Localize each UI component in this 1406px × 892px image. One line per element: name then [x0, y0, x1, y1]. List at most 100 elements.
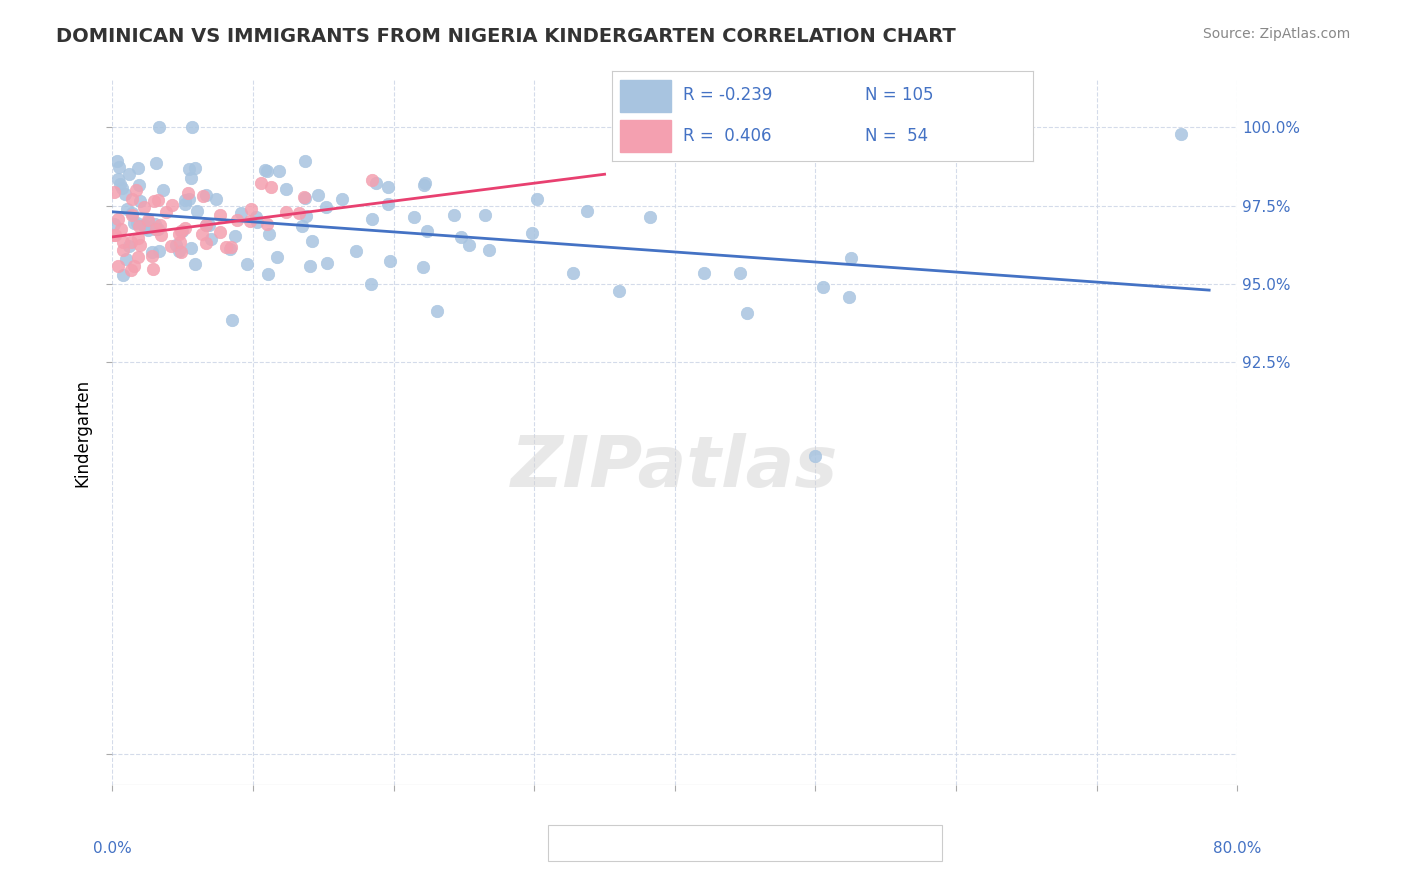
Point [259, 227, 281, 241]
Text: Source: ZipAtlas.com: Source: ZipAtlas.com [1202, 27, 1350, 41]
Point [112, 235, 135, 249]
Point [195, 188, 218, 202]
Text: Immigrants from Nigeria: Immigrants from Nigeria [752, 836, 941, 850]
Point [120, 235, 142, 250]
Point [294, 154, 316, 169]
Point [148, 244, 170, 258]
Point [239, 214, 262, 228]
Point [121, 206, 143, 220]
Point [149, 218, 172, 232]
Point [301, 234, 323, 248]
Y-axis label: Kindergarten: Kindergarten [73, 378, 91, 487]
Point [169, 227, 191, 242]
Point [450, 229, 472, 244]
Point [122, 259, 145, 273]
Point [443, 208, 465, 222]
Point [274, 205, 297, 219]
Point [169, 235, 191, 249]
Point [249, 177, 271, 191]
Point [804, 449, 827, 463]
Point [105, 153, 128, 168]
Point [180, 171, 202, 186]
Point [136, 215, 159, 229]
Text: N =  54: N = 54 [865, 127, 928, 145]
Text: 0.0%: 0.0% [93, 841, 132, 856]
Point [197, 218, 219, 232]
Point [194, 218, 217, 232]
Point [1015, 127, 1038, 141]
Point [256, 217, 278, 231]
Point [103, 228, 125, 243]
Point [360, 173, 382, 187]
Text: ■: ■ [731, 833, 752, 853]
Point [295, 209, 318, 223]
Point [107, 260, 129, 274]
Point [209, 208, 232, 222]
Point [412, 178, 434, 193]
Point [115, 252, 138, 266]
Point [276, 182, 298, 196]
Point [294, 191, 316, 205]
Point [124, 183, 146, 197]
Point [127, 251, 149, 265]
Point [813, 280, 835, 294]
Point [208, 225, 231, 239]
Point [526, 192, 548, 206]
Point [159, 239, 181, 253]
Point [121, 263, 143, 277]
Point [145, 222, 167, 236]
Point [194, 235, 217, 250]
Point [315, 200, 337, 214]
Point [169, 224, 191, 238]
Point [110, 221, 132, 235]
Point [103, 217, 125, 231]
Text: Dominicans: Dominicans [598, 836, 688, 850]
Point [127, 161, 149, 175]
Point [638, 211, 661, 225]
Point [148, 222, 170, 236]
Point [148, 193, 170, 207]
Point [184, 257, 207, 271]
Point [364, 176, 387, 190]
Point [111, 181, 134, 195]
Point [136, 223, 159, 237]
Point [141, 244, 163, 259]
Point [181, 120, 204, 135]
Point [607, 284, 630, 298]
Point [413, 176, 436, 190]
Point [298, 259, 321, 273]
Point [148, 120, 170, 135]
Bar [620, 80, 671, 112]
Point [576, 204, 599, 219]
Point [174, 197, 197, 211]
Text: R = -0.239: R = -0.239 [683, 87, 773, 104]
Text: N = 105: N = 105 [865, 87, 934, 104]
Text: 80.0%: 80.0% [1213, 841, 1261, 856]
Point [132, 200, 155, 214]
Point [291, 219, 314, 233]
Text: ZIPatlas: ZIPatlas [512, 434, 838, 502]
Point [103, 185, 125, 199]
Point [426, 304, 449, 318]
Point [128, 219, 150, 233]
Point [177, 192, 200, 206]
Point [184, 161, 207, 175]
Point [169, 245, 191, 260]
Point [561, 266, 583, 280]
Point [122, 216, 145, 230]
Point [134, 220, 156, 235]
Point [224, 229, 246, 244]
Point [108, 177, 131, 191]
Point [174, 193, 197, 207]
Point [256, 164, 278, 178]
Point [155, 205, 177, 219]
Point [330, 192, 353, 206]
Point [200, 232, 222, 246]
Point [841, 251, 863, 265]
Point [728, 266, 751, 280]
Point [219, 242, 242, 256]
Point [260, 180, 283, 194]
Bar [620, 120, 671, 152]
Text: R =  0.406: R = 0.406 [683, 127, 772, 145]
Point [288, 206, 311, 220]
